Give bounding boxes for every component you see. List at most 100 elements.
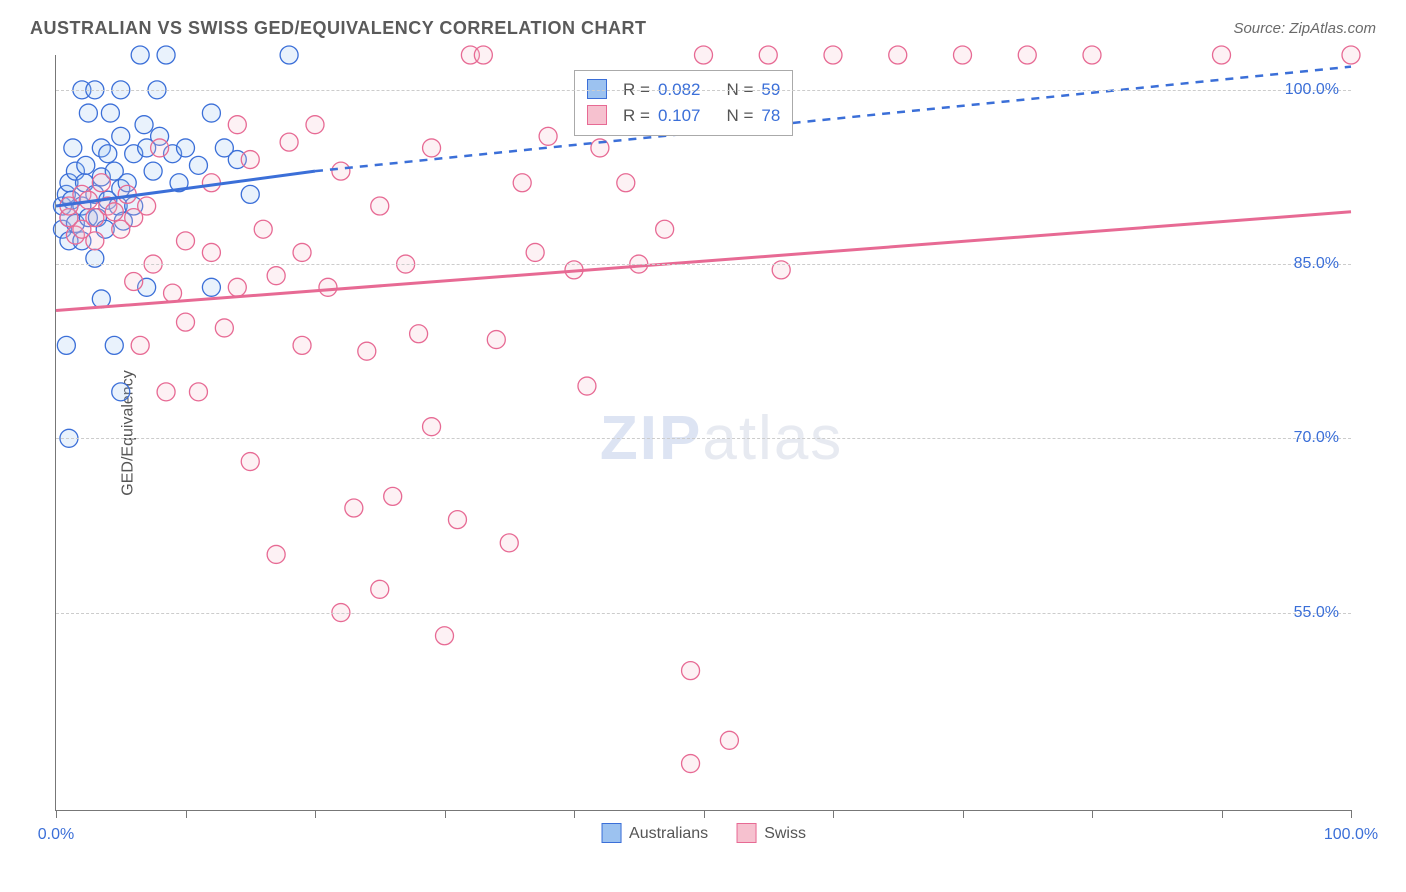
trendline — [56, 212, 1351, 311]
x-tick — [1351, 810, 1352, 818]
data-point — [254, 220, 272, 238]
data-point — [267, 267, 285, 285]
x-tick — [56, 810, 57, 818]
data-point — [656, 220, 674, 238]
gridline — [56, 90, 1351, 91]
data-point — [345, 499, 363, 517]
data-point — [487, 331, 505, 349]
chart-header: AUSTRALIAN VS SWISS GED/EQUIVALENCY CORR… — [30, 18, 1376, 39]
data-point — [241, 185, 259, 203]
legend-swatch — [601, 823, 621, 843]
x-tick-label: 100.0% — [1324, 826, 1378, 844]
data-point — [759, 46, 777, 64]
gridline — [56, 264, 1351, 265]
data-point — [280, 133, 298, 151]
data-point — [474, 46, 492, 64]
data-point — [280, 46, 298, 64]
data-point — [189, 156, 207, 174]
data-point — [157, 46, 175, 64]
data-point — [177, 313, 195, 331]
data-point — [99, 145, 117, 163]
data-point — [164, 284, 182, 302]
legend-swatch — [587, 105, 607, 125]
data-point — [293, 336, 311, 354]
x-tick — [315, 810, 316, 818]
correlation-legend-box: R =0.082N =59R =0.107N =78 — [574, 70, 793, 136]
data-point — [423, 418, 441, 436]
data-point — [889, 46, 907, 64]
x-tick — [1222, 810, 1223, 818]
data-point — [436, 627, 454, 645]
data-point — [578, 377, 596, 395]
data-point — [79, 104, 97, 122]
data-point — [228, 278, 246, 296]
data-point — [125, 273, 143, 291]
gridline — [56, 438, 1351, 439]
data-point — [410, 325, 428, 343]
x-tick — [574, 810, 575, 818]
y-tick-label: 70.0% — [1294, 429, 1339, 447]
data-point — [215, 319, 233, 337]
data-point — [293, 243, 311, 261]
data-point — [371, 580, 389, 598]
legend-item: Swiss — [736, 824, 806, 844]
scatter-plot — [56, 55, 1351, 810]
data-point — [131, 336, 149, 354]
y-tick-label: 55.0% — [1294, 604, 1339, 622]
data-point — [332, 162, 350, 180]
data-point — [177, 232, 195, 250]
data-point — [77, 156, 95, 174]
data-point — [135, 116, 153, 134]
trendline-extrapolated — [315, 67, 1351, 172]
legend-label: Australians — [629, 825, 708, 842]
plot-area: GED/Equivalency ZIPatlas R =0.082N =59R … — [55, 55, 1351, 811]
data-point — [682, 662, 700, 680]
chart-source: Source: ZipAtlas.com — [1233, 20, 1376, 37]
data-point — [138, 197, 156, 215]
data-point — [1018, 46, 1036, 64]
data-point — [202, 278, 220, 296]
y-tick-label: 100.0% — [1285, 81, 1339, 99]
data-point — [1342, 46, 1360, 64]
data-point — [513, 174, 531, 192]
data-point — [448, 511, 466, 529]
x-tick — [186, 810, 187, 818]
legend-r-value: 0.107 — [658, 103, 701, 129]
legend-r-label: R = — [623, 103, 650, 129]
data-point — [64, 139, 82, 157]
data-point — [157, 383, 175, 401]
legend-item: Australians — [601, 824, 708, 844]
data-point — [86, 232, 104, 250]
data-point — [954, 46, 972, 64]
data-point — [617, 174, 635, 192]
data-point — [189, 383, 207, 401]
data-point — [105, 336, 123, 354]
data-point — [1083, 46, 1101, 64]
data-point — [57, 336, 75, 354]
data-point — [228, 116, 246, 134]
series-legend: Australians Swiss — [601, 824, 806, 844]
data-point — [526, 243, 544, 261]
legend-swatch — [736, 823, 756, 843]
data-point — [720, 731, 738, 749]
x-tick-label: 0.0% — [38, 826, 74, 844]
data-point — [202, 104, 220, 122]
data-point — [144, 162, 162, 180]
data-point — [319, 278, 337, 296]
x-tick — [963, 810, 964, 818]
data-point — [824, 46, 842, 64]
data-point — [371, 197, 389, 215]
data-point — [241, 151, 259, 169]
gridline — [56, 613, 1351, 614]
x-tick — [704, 810, 705, 818]
x-tick — [445, 810, 446, 818]
data-point — [131, 46, 149, 64]
data-point — [151, 139, 169, 157]
data-point — [241, 453, 259, 471]
data-point — [267, 545, 285, 563]
legend-label: Swiss — [764, 825, 806, 842]
data-point — [1213, 46, 1231, 64]
x-tick — [1092, 810, 1093, 818]
data-point — [539, 127, 557, 145]
data-point — [695, 46, 713, 64]
